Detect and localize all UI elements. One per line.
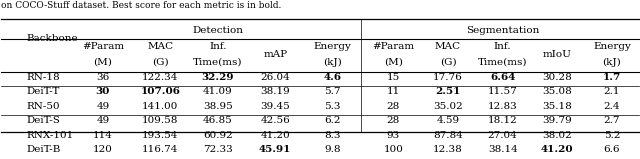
Text: RN-18: RN-18 — [26, 73, 60, 82]
Text: Time(ms): Time(ms) — [478, 58, 527, 67]
Text: 93: 93 — [387, 131, 400, 140]
Text: DeiT-S: DeiT-S — [26, 116, 60, 125]
Text: MAC: MAC — [147, 42, 173, 51]
Text: 1.7: 1.7 — [603, 73, 621, 82]
Text: 17.76: 17.76 — [433, 73, 463, 82]
Text: #Param: #Param — [372, 42, 414, 51]
Text: 120: 120 — [93, 145, 113, 154]
Text: on COCO-Stuff dataset. Best score for each metric is in bold.: on COCO-Stuff dataset. Best score for ea… — [1, 1, 281, 10]
Text: 5.7: 5.7 — [324, 87, 341, 97]
Text: Energy: Energy — [314, 42, 352, 51]
Text: 46.85: 46.85 — [203, 116, 233, 125]
Text: Detection: Detection — [193, 26, 243, 35]
Text: 122.34: 122.34 — [142, 73, 179, 82]
Text: 35.08: 35.08 — [543, 87, 572, 97]
Text: 38.14: 38.14 — [488, 145, 518, 154]
Text: 28: 28 — [387, 102, 400, 111]
Text: 49: 49 — [96, 102, 109, 111]
Text: 30: 30 — [96, 87, 110, 97]
Text: MAC: MAC — [435, 42, 461, 51]
Text: (M): (M) — [384, 58, 403, 67]
Text: 26.04: 26.04 — [260, 73, 290, 82]
Text: DeiT-T: DeiT-T — [26, 87, 60, 97]
Text: 28: 28 — [387, 116, 400, 125]
Text: DeiT-B: DeiT-B — [26, 145, 61, 154]
Text: 41.20: 41.20 — [260, 131, 290, 140]
Text: 38.19: 38.19 — [260, 87, 290, 97]
Text: 39.45: 39.45 — [260, 102, 290, 111]
Text: Inf.: Inf. — [494, 42, 511, 51]
Text: mIoU: mIoU — [543, 50, 572, 59]
Text: 5.3: 5.3 — [324, 102, 341, 111]
Text: Inf.: Inf. — [209, 42, 227, 51]
Text: 2.7: 2.7 — [604, 116, 620, 125]
Text: 6.2: 6.2 — [324, 116, 341, 125]
Text: 15: 15 — [387, 73, 400, 82]
Text: 45.91: 45.91 — [259, 145, 291, 154]
Text: 49: 49 — [96, 116, 109, 125]
Text: 2.4: 2.4 — [604, 102, 620, 111]
Text: 41.09: 41.09 — [203, 87, 233, 97]
Text: 5.2: 5.2 — [604, 131, 620, 140]
Text: RNX-101: RNX-101 — [26, 131, 74, 140]
Text: 100: 100 — [383, 145, 403, 154]
Text: 39.79: 39.79 — [543, 116, 572, 125]
Text: 2.51: 2.51 — [435, 87, 461, 97]
Text: 60.92: 60.92 — [203, 131, 233, 140]
Text: 32.29: 32.29 — [202, 73, 234, 82]
Text: 42.56: 42.56 — [260, 116, 290, 125]
Text: RN-50: RN-50 — [26, 102, 60, 111]
Text: 109.58: 109.58 — [142, 116, 179, 125]
Text: #Param: #Param — [82, 42, 124, 51]
Text: 36: 36 — [96, 73, 109, 82]
Text: 2.1: 2.1 — [604, 87, 620, 97]
Text: 87.84: 87.84 — [433, 131, 463, 140]
Text: Time(ms): Time(ms) — [193, 58, 243, 67]
Text: 141.00: 141.00 — [142, 102, 179, 111]
Text: 12.83: 12.83 — [488, 102, 518, 111]
Text: 38.02: 38.02 — [543, 131, 572, 140]
Text: mAP: mAP — [263, 50, 287, 59]
Text: 114: 114 — [93, 131, 113, 140]
Text: 41.20: 41.20 — [541, 145, 573, 154]
Text: 4.59: 4.59 — [436, 116, 460, 125]
Text: 193.54: 193.54 — [142, 131, 179, 140]
Text: 4.6: 4.6 — [324, 73, 342, 82]
Text: (G): (G) — [440, 58, 456, 67]
Text: (M): (M) — [93, 58, 112, 67]
Text: Energy: Energy — [593, 42, 631, 51]
Text: (G): (G) — [152, 58, 169, 67]
Text: 35.18: 35.18 — [543, 102, 572, 111]
Text: 6.6: 6.6 — [604, 145, 620, 154]
Text: 8.3: 8.3 — [324, 131, 341, 140]
Text: 72.33: 72.33 — [203, 145, 233, 154]
Text: 9.8: 9.8 — [324, 145, 341, 154]
Text: (kJ): (kJ) — [323, 58, 342, 67]
Text: 12.38: 12.38 — [433, 145, 463, 154]
Text: 116.74: 116.74 — [142, 145, 179, 154]
Text: 27.04: 27.04 — [488, 131, 518, 140]
Text: 18.12: 18.12 — [488, 116, 518, 125]
Text: (kJ): (kJ) — [603, 58, 621, 67]
Text: 30.28: 30.28 — [543, 73, 572, 82]
Text: 11.57: 11.57 — [488, 87, 518, 97]
Text: Backbone: Backbone — [26, 34, 78, 43]
Text: 38.95: 38.95 — [203, 102, 233, 111]
Text: 107.06: 107.06 — [140, 87, 180, 97]
Text: Segmentation: Segmentation — [466, 26, 540, 35]
Text: 11: 11 — [387, 87, 400, 97]
Text: 6.64: 6.64 — [490, 73, 515, 82]
Text: 35.02: 35.02 — [433, 102, 463, 111]
